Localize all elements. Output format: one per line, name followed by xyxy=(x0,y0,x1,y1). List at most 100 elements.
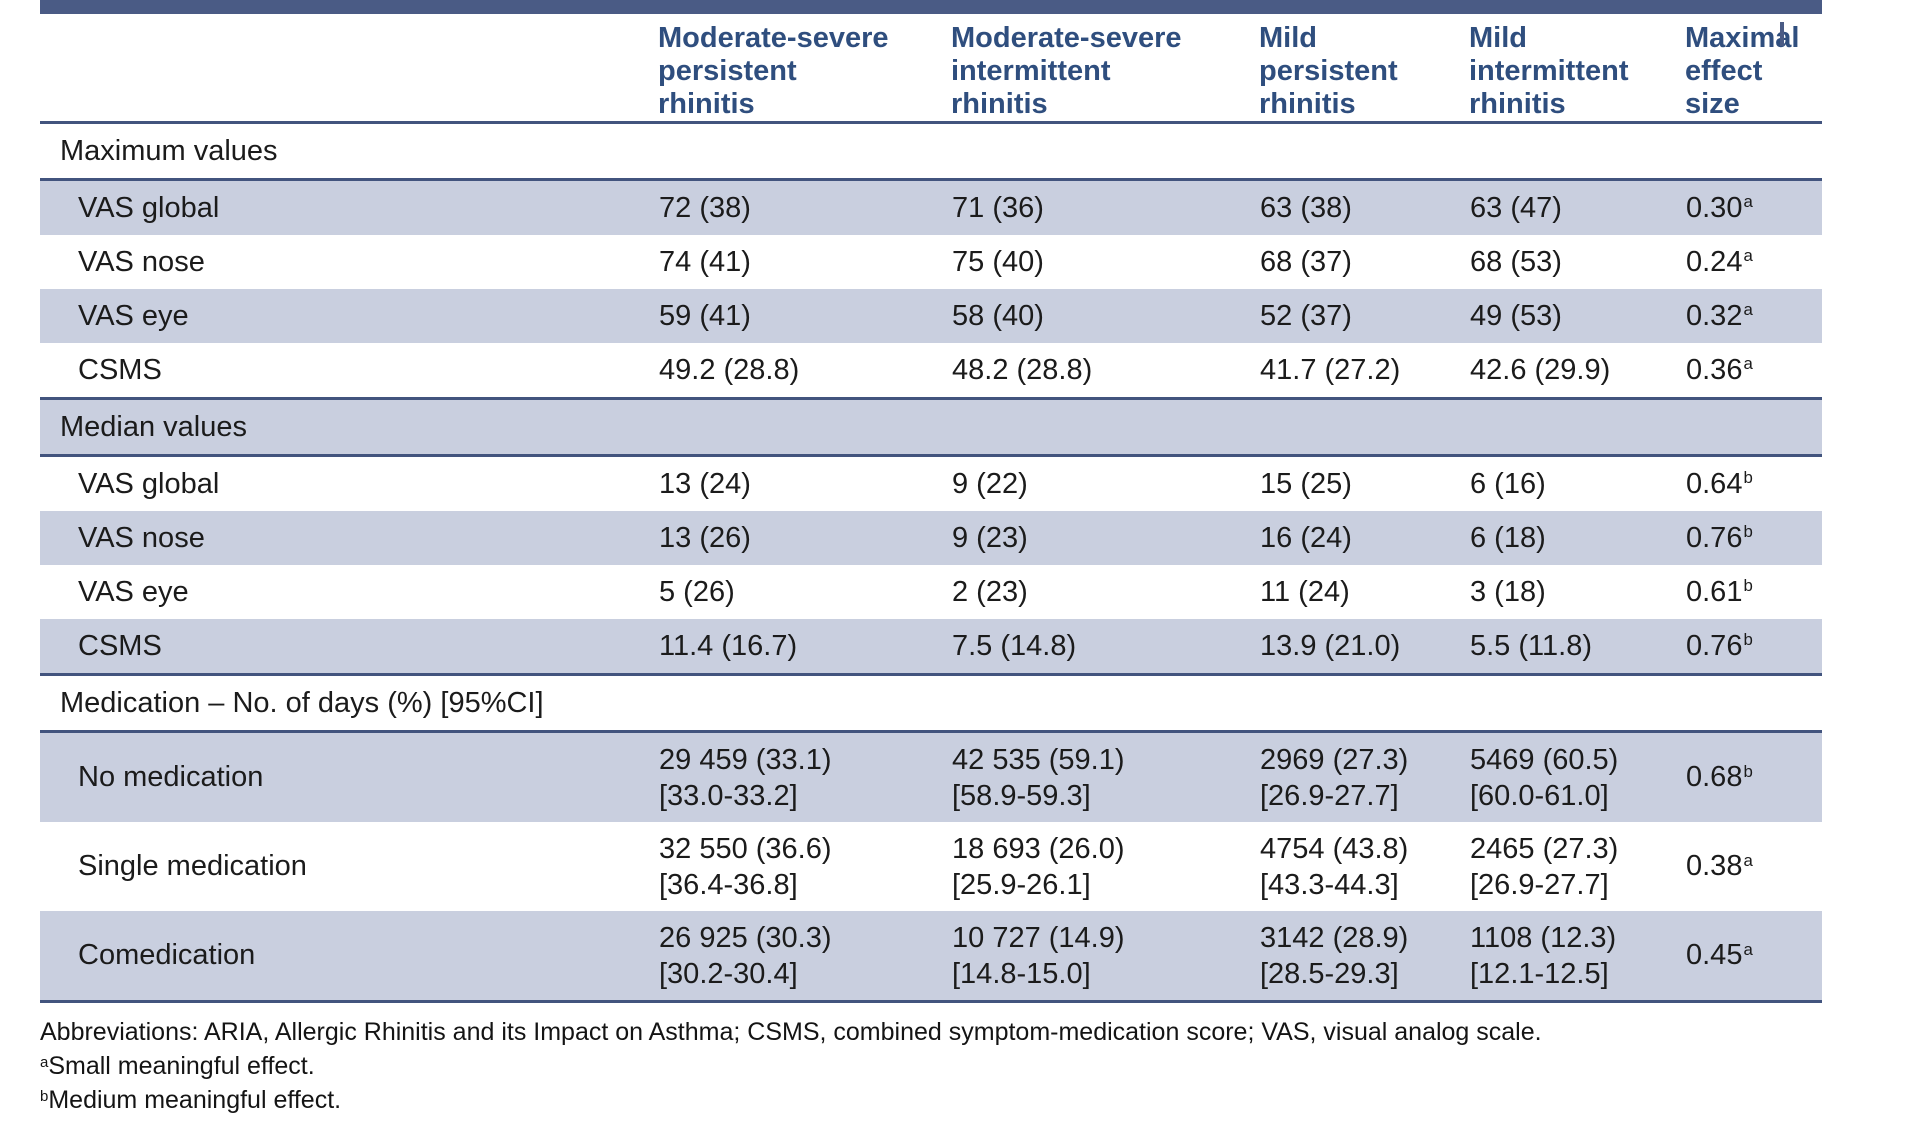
effect-superscript: b xyxy=(1743,761,1753,781)
cell-value: 42 535 (59.1) [58.9-59.3] xyxy=(951,732,1259,823)
cell-effect-size: 0.30a xyxy=(1685,180,1822,236)
col-header-mild-intermittent: Mild intermittent rhinitis xyxy=(1469,14,1685,124)
effect-value: 0.38 xyxy=(1686,850,1743,882)
value-line: 32 550 (36.6) xyxy=(659,832,832,865)
header-line: persistent xyxy=(658,55,797,87)
row-label: VAS global xyxy=(78,467,220,500)
col-header-mild-persistent: Mild persistent rhinitis xyxy=(1259,14,1469,124)
cell-value: 63 (38) xyxy=(1260,191,1352,224)
cell-value: 42.6 (29.9) xyxy=(1469,343,1685,400)
header-line: intermittent xyxy=(951,55,1111,87)
ci-line: [43.3-44.3] xyxy=(1260,868,1399,901)
footnote-text: Medium meaningful effect. xyxy=(48,1086,342,1114)
cell-value: 48.2 (28.8) xyxy=(951,343,1259,400)
cell-value: 29 459 (33.1) [33.0-33.2] xyxy=(658,732,951,823)
ci-line: [28.5-29.3] xyxy=(1260,957,1399,990)
cell-effect-size: 0.61b xyxy=(1685,565,1822,619)
effect-superscript: a xyxy=(1743,354,1753,374)
footnote-abbreviations: Abbreviations: ARIA, Allergic Rhinitis a… xyxy=(40,1017,1822,1051)
ci-line: [60.0-61.0] xyxy=(1470,779,1609,812)
effect-value: 0.61 xyxy=(1686,575,1743,608)
right-edge-mark xyxy=(1780,22,1784,46)
header-line: Maximal xyxy=(1685,22,1800,54)
cell-value: 32 550 (36.6) [36.4-36.8] xyxy=(658,822,951,911)
footnote-text: Small meaningful effect. xyxy=(48,1052,315,1080)
header-line: rhinitis xyxy=(1259,88,1356,120)
row-label: VAS eye xyxy=(78,575,189,608)
row-label: CSMS xyxy=(40,343,658,400)
row-label: No medication xyxy=(78,761,264,793)
table-row: VAS global 72 (38) 71 (36) 63 (38) 63 (4… xyxy=(40,179,1822,236)
value-line: 5469 (60.5) xyxy=(1470,743,1619,776)
value-line: 1108 (12.3) xyxy=(1470,921,1617,954)
ci-line: [26.9-27.7] xyxy=(1470,868,1609,901)
value-line: 42 535 (59.1) xyxy=(952,743,1125,776)
cell-value: 3 (18) xyxy=(1470,575,1546,608)
header-line: size xyxy=(1685,88,1740,120)
cell-value: 2465 (27.3) [26.9-27.7] xyxy=(1469,822,1685,911)
value-line: 2969 (27.3) xyxy=(1260,743,1409,776)
value-line: 4754 (43.8) xyxy=(1260,832,1409,865)
cell-value: 11 (24) xyxy=(1260,575,1350,608)
value-line: 2465 (27.3) xyxy=(1470,832,1619,865)
cell-value: 1108 (12.3) [12.1-12.5] xyxy=(1469,911,1685,1003)
row-label: VAS nose xyxy=(78,521,205,554)
cell-effect-size: 0.76b xyxy=(1685,619,1822,676)
effect-superscript: b xyxy=(1743,522,1753,542)
cell-value: 13 (24) xyxy=(659,467,751,500)
col-header-maximal-effect-size: Maximal effect size xyxy=(1685,14,1822,124)
cell-value: 7.5 (14.8) xyxy=(951,619,1259,676)
table-row: No medication 29 459 (33.1) [33.0-33.2] 4… xyxy=(40,731,1822,823)
header-line: Moderate-severe xyxy=(658,22,889,54)
col-header-moderate-severe-persistent: Moderate-severe persistent rhinitis xyxy=(658,14,951,124)
ci-line: [26.9-27.7] xyxy=(1260,779,1399,812)
cell-effect-size: 0.64b xyxy=(1685,456,1822,512)
table-row: Single medication 32 550 (36.6) [36.4-36.… xyxy=(40,822,1822,911)
cell-value: 3142 (28.9) [28.5-29.3] xyxy=(1259,911,1469,1003)
cell-value: 9 (23) xyxy=(952,521,1028,554)
effect-value: 0.76 xyxy=(1686,521,1743,554)
effect-value: 0.64 xyxy=(1686,467,1743,500)
cell-value: 49 (53) xyxy=(1470,299,1562,332)
table-row: VAS eye 59 (41) 58 (40) 52 (37) 49 (53) … xyxy=(40,289,1822,343)
cell-value: 10 727 (14.9) [14.8-15.0] xyxy=(951,911,1259,1003)
cell-value: 18 693 (26.0) [25.9-26.1] xyxy=(951,822,1259,911)
cell-value: 68 (37) xyxy=(1260,245,1352,278)
value-line: 26 925 (30.3) xyxy=(659,921,832,954)
effect-superscript: a xyxy=(1743,192,1753,212)
value-line: 29 459 (33.1) xyxy=(659,743,832,776)
cell-value: 68 (53) xyxy=(1470,245,1562,278)
effect-value: 0.24 xyxy=(1686,245,1743,278)
ci-line: [25.9-26.1] xyxy=(952,868,1091,901)
cell-value: 2 (23) xyxy=(952,575,1028,608)
footnote-superscript: b xyxy=(40,1087,49,1105)
cell-value: 11.4 (16.7) xyxy=(658,619,951,676)
section-row-maximum-values: Maximum values xyxy=(40,122,1822,181)
cell-value: 59 (41) xyxy=(659,299,751,332)
ci-line: [14.8-15.0] xyxy=(952,957,1091,990)
effect-superscript: a xyxy=(1743,939,1753,959)
section-row-median-values: Median values xyxy=(40,398,1822,457)
value-line: 3142 (28.9) xyxy=(1260,921,1409,954)
header-line: Moderate-severe xyxy=(951,22,1182,54)
cell-value: 58 (40) xyxy=(952,299,1044,332)
effect-value: 0.36 xyxy=(1686,353,1743,386)
cell-value: 52 (37) xyxy=(1260,299,1352,332)
ci-line: [58.9-59.3] xyxy=(952,779,1091,812)
cell-value: 6 (18) xyxy=(1470,521,1546,554)
header-line: intermittent xyxy=(1469,55,1629,87)
effect-superscript: b xyxy=(1743,468,1753,488)
header-line: rhinitis xyxy=(658,88,755,120)
ci-line: [30.2-30.4] xyxy=(659,957,798,990)
header-line: Mild xyxy=(1259,22,1317,54)
header-line: rhinitis xyxy=(1469,88,1566,120)
effect-superscript: a xyxy=(1743,246,1753,266)
footnote-small-effect: aSmall meaningful effect. xyxy=(40,1051,1822,1085)
row-label: Comedication xyxy=(40,911,658,1003)
effect-value: 0.45 xyxy=(1686,939,1743,971)
cell-effect-size: 0.32a xyxy=(1685,289,1822,343)
section-label: Medication – No. of days (%) [95%CI] xyxy=(40,674,1822,733)
footnote-superscript: a xyxy=(40,1053,49,1071)
cell-effect-size: 0.76b xyxy=(1685,511,1822,565)
table-row: CSMS 49.2 (28.8) 48.2 (28.8) 41.7 (27.2)… xyxy=(40,343,1822,400)
